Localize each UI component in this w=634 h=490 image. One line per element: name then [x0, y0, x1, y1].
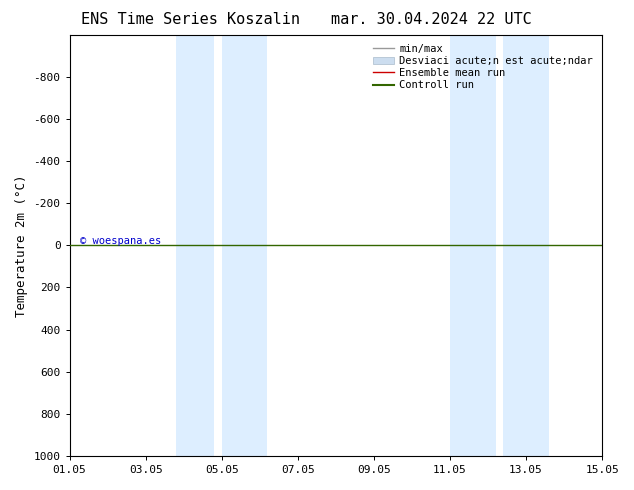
- Bar: [503, 35, 549, 456]
- Bar: [176, 35, 214, 456]
- Legend: min/max, Desviaci acute;n est acute;ndar, Ensemble mean run, Controll run: min/max, Desviaci acute;n est acute;ndar…: [369, 40, 597, 95]
- Bar: [450, 35, 496, 456]
- Text: © woespana.es: © woespana.es: [81, 236, 162, 246]
- Text: ENS Time Series Koszalin: ENS Time Series Koszalin: [81, 12, 300, 27]
- Y-axis label: Temperature 2m (°C): Temperature 2m (°C): [15, 174, 28, 317]
- Text: mar. 30.04.2024 22 UTC: mar. 30.04.2024 22 UTC: [331, 12, 531, 27]
- Bar: [222, 35, 268, 456]
